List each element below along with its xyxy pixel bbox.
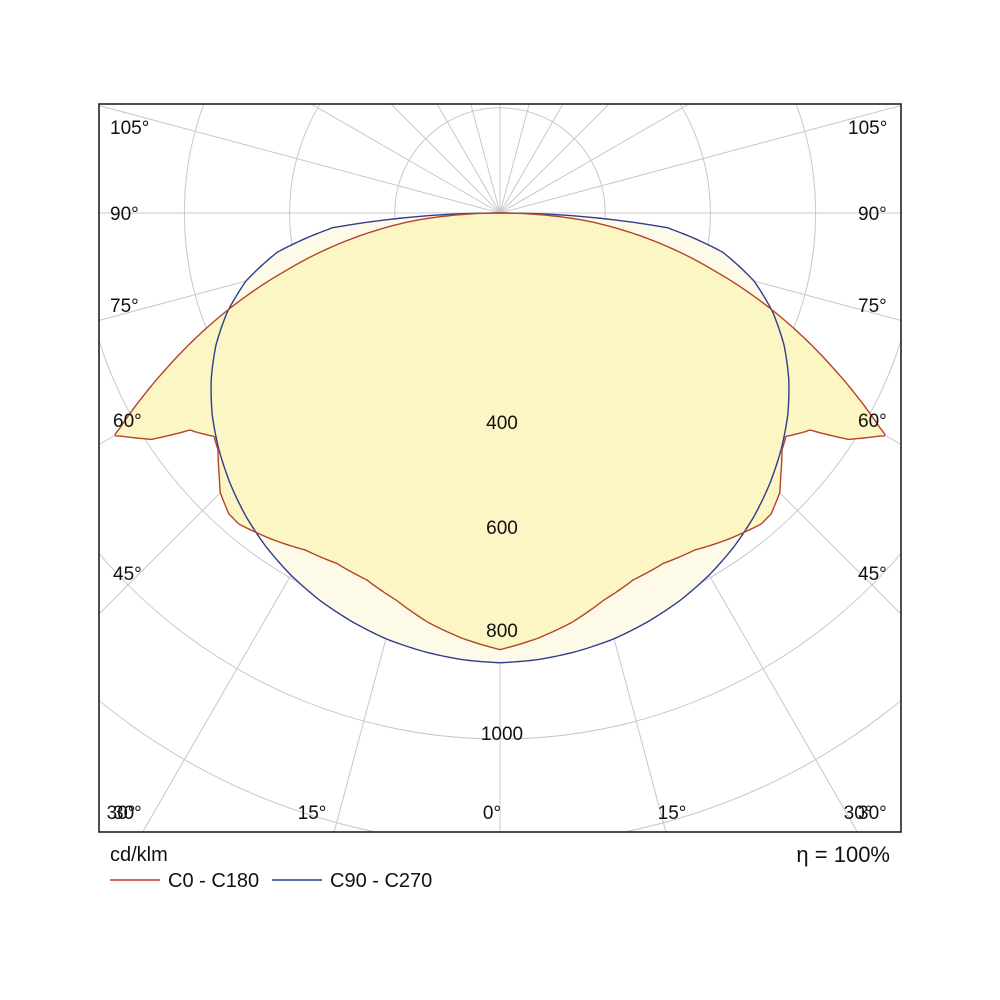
inner-distribution-fill <box>115 213 885 650</box>
angle-label-right-4: 45° <box>858 564 887 585</box>
angle-label-left-2: 75° <box>110 296 139 317</box>
angle-label-left-0: 105° <box>110 118 149 139</box>
grid-ray <box>99 105 501 214</box>
angle-label-left-5: 30° <box>113 803 142 824</box>
radial-tick-labels: 400 600 800 1000 <box>481 413 523 745</box>
radial-tick-label-3: 1000 <box>481 724 523 745</box>
plot-frame <box>98 103 902 833</box>
efficiency-label: η = 100% <box>796 842 890 867</box>
curve-c0-c180 <box>114 212 886 651</box>
radial-tick-label-0: 400 <box>486 413 518 434</box>
angle-label-bottom-2: 0° <box>483 803 501 824</box>
angle-label-bottom-1: 15° <box>298 803 327 824</box>
angle-labels-right: 105° 90° 75° 60° 45° 30° <box>848 118 887 824</box>
grid-ray <box>499 105 901 214</box>
legend-label-c90-c270: C90 - C270 <box>330 870 432 892</box>
angle-label-right-1: 90° <box>858 204 887 225</box>
curve-c90-c270 <box>210 212 790 664</box>
angle-labels-left: 105° 90° 75° 60° 45° 30° <box>110 118 149 824</box>
distribution-plot <box>114 212 886 664</box>
angle-label-bottom-0: 30° <box>107 803 136 824</box>
angle-label-right-3: 60° <box>858 411 887 432</box>
angle-label-right-0: 105° <box>848 118 887 139</box>
angle-label-left-4: 45° <box>113 564 142 585</box>
angle-label-right-5: 30° <box>858 803 887 824</box>
unit-label: cd/klm <box>110 844 168 866</box>
radial-tick-label-1: 600 <box>486 518 518 539</box>
angle-labels-bottom: 30° 15° 0° 15° 30° <box>107 803 873 824</box>
angle-label-bottom-3: 15° <box>658 803 687 824</box>
angle-label-left-1: 90° <box>110 204 139 225</box>
angle-label-left-3: 60° <box>113 411 142 432</box>
legend-label-c0-c180: C0 - C180 <box>168 870 259 892</box>
angle-label-right-2: 75° <box>858 296 887 317</box>
legend: C0 - C180 C90 - C270 <box>110 870 432 892</box>
angle-label-bottom-4: 30° <box>844 803 873 824</box>
radial-tick-label-2: 800 <box>486 621 518 642</box>
